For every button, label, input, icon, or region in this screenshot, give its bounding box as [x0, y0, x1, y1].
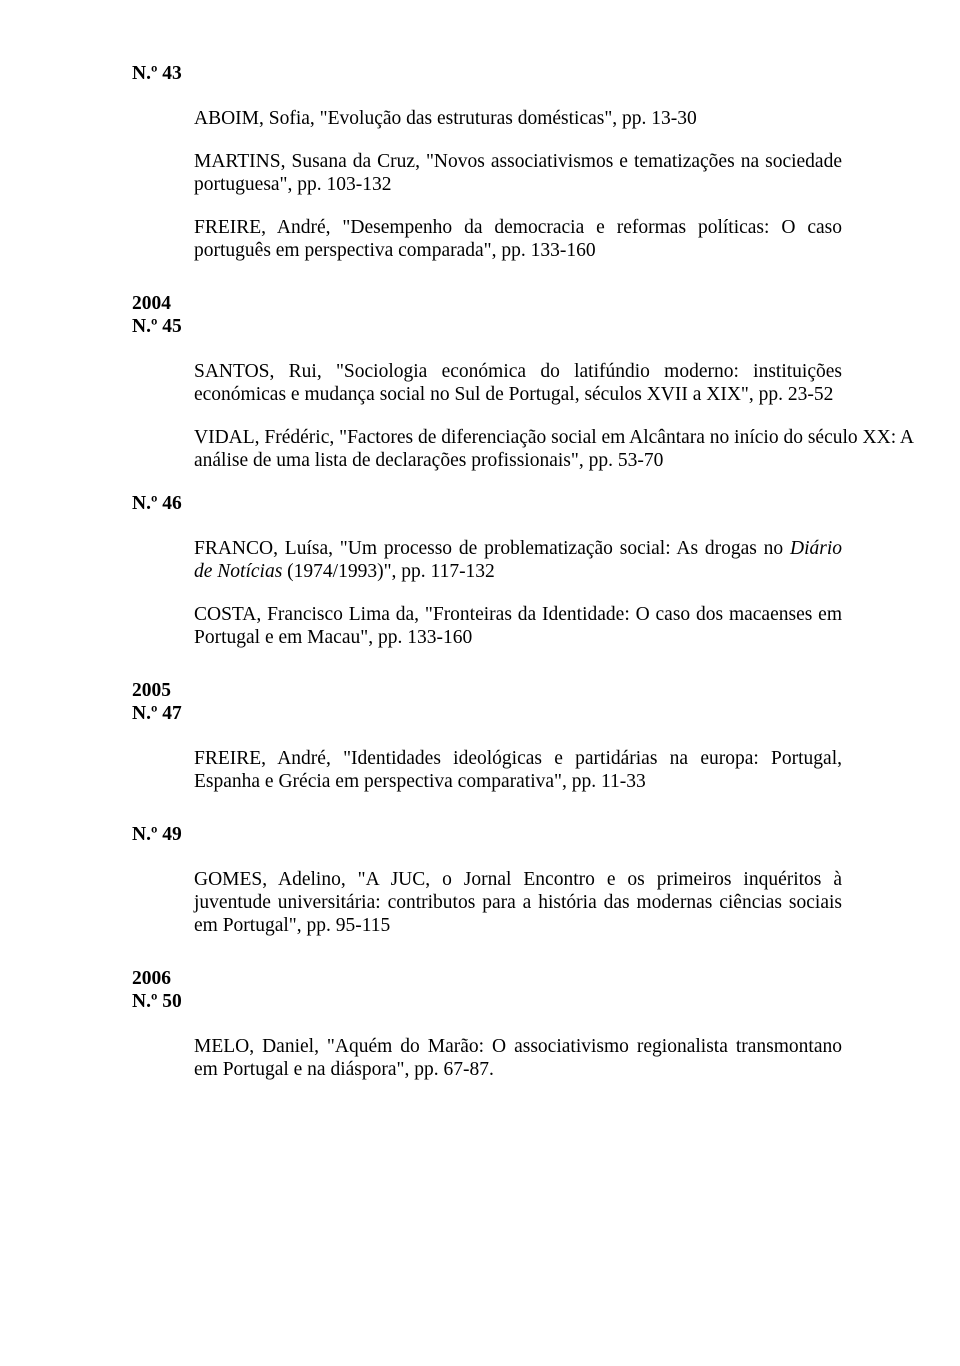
- bibliography-entry: GOMES, Adelino, "A JUC, o Jornal Encontr…: [194, 868, 842, 937]
- bibliography-entry: MARTINS, Susana da Cruz, "Novos associat…: [194, 150, 842, 196]
- bibliography-entry: VIDAL, Frédéric, "Factores de diferencia…: [194, 426, 914, 472]
- year-group-2005: 2005 N.º 47: [132, 679, 842, 725]
- issue-label-49: N.º 49: [132, 823, 842, 846]
- year-label: 2005: [132, 679, 842, 702]
- bibliography-entry: FRANCO, Luísa, "Um processo de problemat…: [194, 537, 842, 583]
- year-label: 2004: [132, 292, 842, 315]
- bibliography-entry: COSTA, Francisco Lima da, "Fronteiras da…: [194, 603, 842, 649]
- issue-group-49: N.º 49: [132, 823, 842, 846]
- issue-label-45: N.º 45: [132, 315, 842, 338]
- entry-text-pre: FRANCO, Luísa, "Um processo de problemat…: [194, 538, 790, 559]
- document-page: N.º 43 ABOIM, Sofia, "Evolução das estru…: [0, 0, 960, 1366]
- issue-label-46: N.º 46: [132, 492, 842, 515]
- entry-text-post: (1974/1993)", pp. 117-132: [282, 561, 495, 582]
- bibliography-entry: MELO, Daniel, "Aquém do Marão: O associa…: [194, 1035, 842, 1081]
- bibliography-entry: SANTOS, Rui, "Sociologia económica do la…: [194, 360, 842, 406]
- issue-label-43: N.º 43: [132, 62, 842, 85]
- issue-label-50: N.º 50: [132, 990, 842, 1013]
- year-group-2004: 2004 N.º 45: [132, 292, 842, 338]
- issue-label-47: N.º 47: [132, 702, 842, 725]
- year-group-2006: 2006 N.º 50: [132, 967, 842, 1013]
- bibliography-entry: FREIRE, André, "Desempenho da democracia…: [194, 216, 842, 262]
- year-label: 2006: [132, 967, 842, 990]
- bibliography-entry: FREIRE, André, "Identidades ideológicas …: [194, 747, 842, 793]
- bibliography-entry: ABOIM, Sofia, "Evolução das estruturas d…: [194, 107, 842, 130]
